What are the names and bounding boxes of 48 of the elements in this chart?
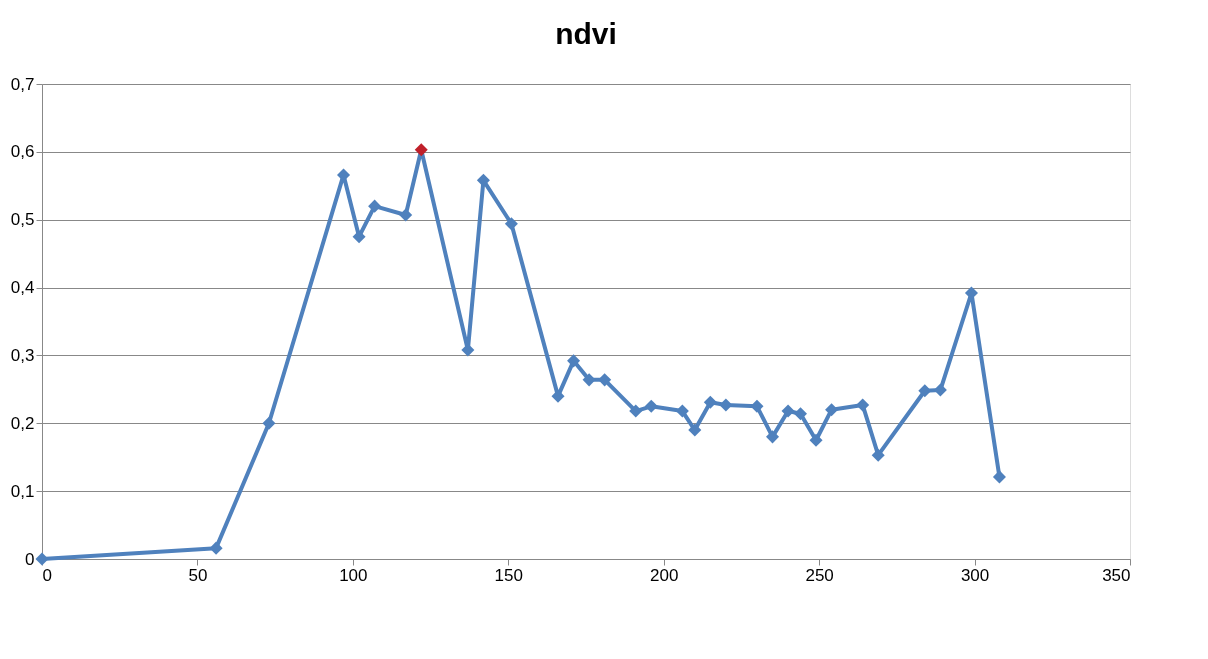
- x-tick-label: 200: [650, 565, 679, 585]
- x-tick-label: 300: [960, 565, 990, 585]
- y-tick-label: 0,1: [10, 481, 35, 501]
- point: [766, 430, 780, 444]
- point: [352, 230, 366, 244]
- x-tick-label: 50: [188, 565, 208, 585]
- point: [675, 404, 689, 418]
- point: [781, 404, 795, 418]
- point: [476, 173, 490, 187]
- point: [793, 407, 808, 421]
- point: [856, 398, 870, 412]
- point: [629, 404, 643, 418]
- point: [825, 403, 839, 417]
- point: [992, 470, 1006, 484]
- y-tick-label: 0,5: [10, 210, 35, 230]
- point: [461, 343, 475, 357]
- point: [719, 398, 733, 412]
- point: [703, 395, 717, 409]
- y-tick-label: 0,4: [10, 278, 35, 298]
- point: [750, 399, 764, 413]
- y-tick-label: 0: [25, 549, 35, 569]
- point: [209, 541, 223, 555]
- point: [644, 399, 658, 413]
- x-tick-label: 350: [1102, 565, 1131, 585]
- y-tick-label: 0,3: [10, 345, 35, 365]
- point: [871, 448, 885, 462]
- point: [567, 354, 581, 368]
- x-tick-label: 150: [494, 565, 523, 585]
- point: [933, 383, 947, 397]
- point: [918, 384, 932, 398]
- point: [262, 416, 276, 430]
- chart-title: ndvi: [555, 17, 617, 50]
- point: [598, 373, 612, 387]
- y-tick-label: 0,6: [10, 142, 35, 162]
- x-tick-label: 250: [805, 565, 834, 585]
- point: [551, 389, 565, 403]
- point: [399, 208, 413, 222]
- point: [414, 143, 428, 157]
- point: [35, 552, 49, 566]
- point: [504, 217, 518, 231]
- point: [809, 433, 823, 447]
- point: [368, 199, 382, 213]
- x-tick-label: 0: [42, 565, 52, 585]
- y-tick-label: 0,2: [10, 413, 35, 433]
- y-tick-label: 0,7: [10, 74, 35, 94]
- point: [582, 373, 596, 387]
- x-tick-label: 100: [339, 565, 368, 585]
- point: [688, 423, 702, 437]
